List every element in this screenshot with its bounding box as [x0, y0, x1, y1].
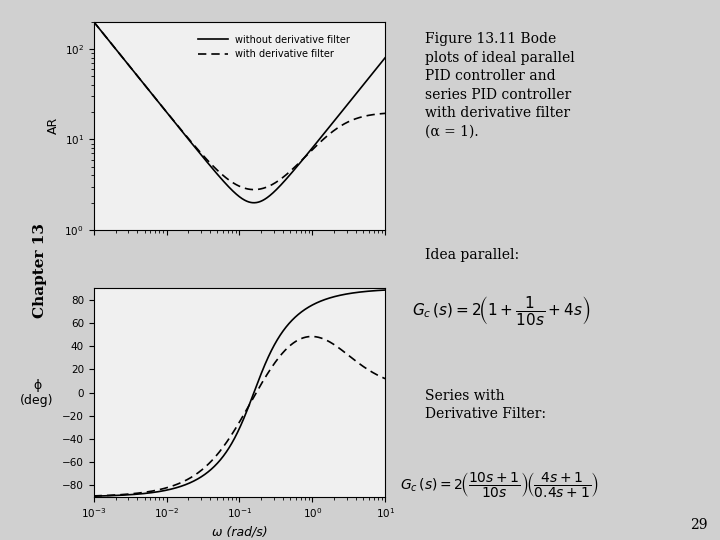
X-axis label: ω (rad/s): ω (rad/s) [212, 526, 267, 539]
with derivative filter [372, 111, 381, 117]
without derivative filter [250, 199, 258, 206]
without derivative filter [372, 65, 381, 71]
without derivative filter [104, 37, 113, 43]
without derivative filter [223, 183, 232, 189]
Text: 29: 29 [690, 518, 707, 532]
Text: Chapter 13: Chapter 13 [32, 222, 47, 318]
with derivative filter [231, 181, 240, 187]
with derivative filter [372, 111, 381, 117]
Text: $G_c\,(s)=2\!\left(1+\dfrac{1}{10s}+4s\right)$: $G_c\,(s)=2\!\left(1+\dfrac{1}{10s}+4s\r… [413, 294, 591, 327]
with derivative filter [89, 18, 98, 25]
with derivative filter [104, 37, 113, 43]
with derivative filter [381, 110, 390, 117]
Y-axis label: AR: AR [48, 117, 60, 134]
without derivative filter [89, 18, 98, 25]
without derivative filter [372, 65, 381, 71]
Text: Idea parallel:: Idea parallel: [426, 248, 519, 262]
Legend: without derivative filter, with derivative filter: without derivative filter, with derivati… [194, 31, 354, 63]
Text: $G_c\,(s)=2\!\left(\dfrac{10s+1}{10s}\right)\!\left(\dfrac{4s+1}{0.4s+1}\right)$: $G_c\,(s)=2\!\left(\dfrac{10s+1}{10s}\ri… [400, 470, 598, 499]
Text: Figure 13.11 Bode
plots of ideal parallel
PID controller and
series PID controll: Figure 13.11 Bode plots of ideal paralle… [426, 32, 575, 138]
with derivative filter [223, 176, 232, 183]
Line: without derivative filter: without derivative filter [94, 22, 385, 202]
without derivative filter [319, 131, 328, 138]
Y-axis label: ϕ
(deg): ϕ (deg) [20, 379, 54, 407]
without derivative filter [231, 190, 240, 197]
without derivative filter [381, 55, 390, 61]
with derivative filter [250, 186, 258, 193]
with derivative filter [319, 136, 328, 143]
Line: with derivative filter: with derivative filter [94, 22, 385, 190]
Text: Series with
Derivative Filter:: Series with Derivative Filter: [426, 389, 546, 421]
